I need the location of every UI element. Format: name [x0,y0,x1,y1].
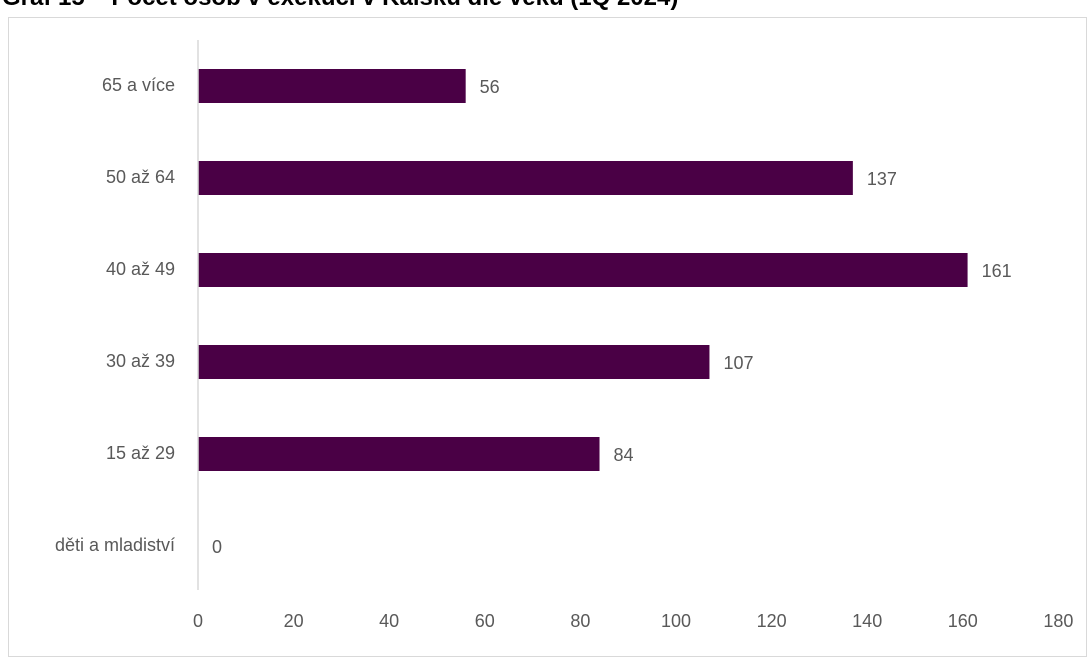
category-label: děti a mladiství [55,535,175,555]
category-label: 50 až 64 [106,167,175,187]
x-tick-label: 180 [1043,611,1073,631]
bars-layer [198,69,968,471]
x-tick-label: 20 [284,611,304,631]
x-tick-label: 120 [757,611,787,631]
data-label: 137 [867,169,897,189]
bar [198,253,968,287]
bar-chart: 65 a více 56 50 až 64 137 40 až 49 161 30 až 3… [55,40,1073,631]
data-label: 0 [212,537,222,557]
x-tick-label: 100 [661,611,691,631]
chart-frame [8,17,1087,657]
labels-layer: 65 a více 56 50 až 64 137 40 až 49 161 30 až 3… [55,75,1012,557]
category-label: 15 až 29 [106,443,175,463]
x-tick-label: 140 [852,611,882,631]
chart-title: Graf 15 – Počet osob v exekuci v Kalsku … [2,0,678,13]
data-label: 56 [480,77,500,97]
axis-layer: 0 20 40 60 80 100 120 140 160 180 [193,40,1073,631]
bar [198,437,600,471]
category-label: 40 až 49 [106,259,175,279]
bar [198,69,466,103]
data-label: 161 [982,261,1012,281]
category-label: 30 až 39 [106,351,175,371]
x-tick-label: 40 [379,611,399,631]
x-tick-label: 160 [948,611,978,631]
bar [198,161,853,195]
data-label: 107 [723,353,753,373]
category-label: 65 a více [102,75,175,95]
x-tick-label: 60 [475,611,495,631]
data-label: 84 [614,445,634,465]
bar [198,345,710,379]
x-tick-label: 80 [570,611,590,631]
x-tick-label: 0 [193,611,203,631]
